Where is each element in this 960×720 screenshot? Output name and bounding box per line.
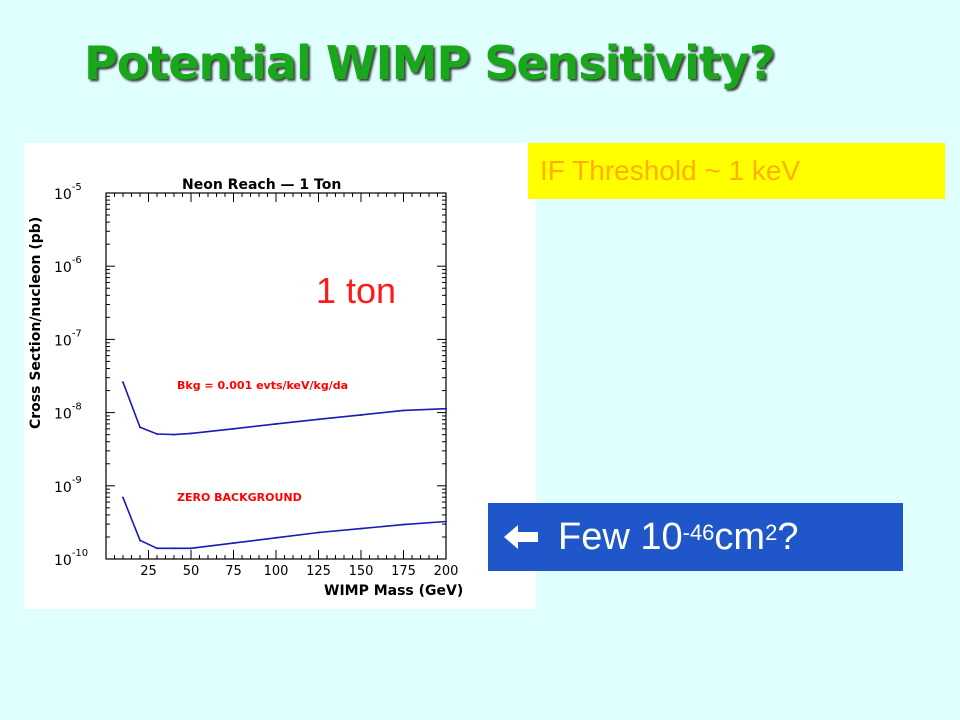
plot-frame bbox=[105, 192, 447, 560]
data-point bbox=[360, 527, 362, 530]
x-tick-label: 25 bbox=[140, 564, 157, 579]
data-point bbox=[139, 426, 141, 429]
y-tick-label: 10-7 bbox=[54, 328, 82, 349]
data-point bbox=[122, 496, 124, 499]
x-tick-label: 125 bbox=[306, 564, 331, 579]
cross-section-callout: Few 10 -46 cm 2 ? bbox=[488, 503, 903, 571]
y-tick-label: 10-5 bbox=[54, 182, 82, 203]
data-point bbox=[402, 523, 405, 526]
x-tick-label: 50 bbox=[183, 564, 200, 579]
data-point bbox=[445, 520, 447, 523]
callout-unit: cm bbox=[714, 515, 766, 558]
sensitivity-chart: Neon Reach — 1 Ton WIMP Mass (GeV) Cross… bbox=[28, 177, 463, 599]
data-point bbox=[275, 536, 277, 539]
data-point bbox=[156, 433, 158, 436]
x-tick-label: 75 bbox=[225, 564, 242, 579]
data-point bbox=[190, 432, 192, 435]
annotation-zero-background: ZERO BACKGROUND bbox=[177, 491, 302, 504]
threshold-text: IF Threshold ~ 1 keV bbox=[540, 155, 801, 186]
annotation-bkg: Bkg = 0.001 evts/keV/kg/da bbox=[177, 379, 348, 392]
data-point bbox=[156, 547, 158, 550]
y-tick-label: 10-10 bbox=[54, 548, 88, 569]
y-tick-label: 10-8 bbox=[54, 402, 82, 423]
x-tick-label: 100 bbox=[264, 564, 289, 579]
callout-prefix: Few 10 bbox=[558, 515, 683, 558]
plot-panel: Neon Reach — 1 Ton WIMP Mass (GeV) Cross… bbox=[24, 143, 536, 609]
callout-suffix: ? bbox=[777, 515, 799, 558]
x-tick-label: 150 bbox=[349, 564, 374, 579]
chart-series bbox=[122, 381, 447, 550]
slide-title: Potential WIMP Sensitivity? bbox=[84, 36, 776, 90]
chart-title: Neon Reach — 1 Ton bbox=[182, 177, 341, 193]
data-point bbox=[317, 531, 320, 534]
y-tick-label: 10-9 bbox=[54, 475, 82, 496]
y-tick-label: 10-6 bbox=[54, 255, 82, 276]
callout-exponent: -46 bbox=[682, 520, 715, 545]
x-tick-label: 200 bbox=[434, 564, 459, 579]
ton-label: 1 ton bbox=[316, 270, 397, 311]
data-point bbox=[445, 407, 447, 410]
data-point bbox=[122, 381, 124, 384]
data-point bbox=[173, 433, 175, 436]
x-tick-label: 175 bbox=[391, 564, 416, 579]
y-axis-label: Cross Section/nucleon (pb) bbox=[28, 217, 44, 429]
data-point bbox=[190, 547, 192, 550]
data-point bbox=[232, 427, 235, 430]
data-point bbox=[275, 422, 277, 425]
data-point bbox=[173, 547, 175, 550]
data-point bbox=[317, 418, 320, 421]
axis-ticks: 25 50 75 100 125 150 175 200 10-5 10-6 10-7 10-8 10-… bbox=[54, 182, 458, 579]
data-point bbox=[139, 539, 141, 542]
threshold-note: IF Threshold ~ 1 keV bbox=[528, 143, 945, 199]
x-axis-label: WIMP Mass (GeV) bbox=[324, 583, 463, 599]
callout-unit-exponent: 2 bbox=[765, 520, 778, 545]
left-arrow-icon bbox=[504, 525, 538, 549]
series-line-2 bbox=[122, 497, 447, 550]
data-point bbox=[232, 542, 235, 545]
data-point bbox=[360, 413, 362, 416]
data-point bbox=[402, 409, 405, 412]
